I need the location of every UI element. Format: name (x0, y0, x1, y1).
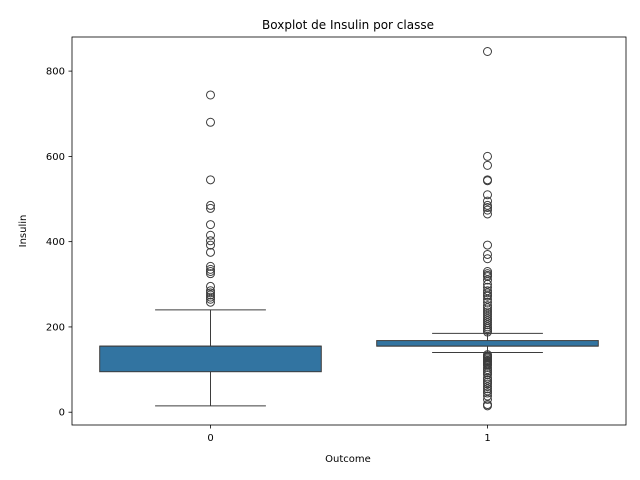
outlier-point (206, 240, 215, 250)
plot-frame (71, 36, 627, 426)
outlier-point (483, 203, 492, 213)
outlier-point (483, 46, 492, 56)
outlier-point (206, 292, 215, 302)
chart-title: Boxplot de Insulin por classe (262, 18, 434, 32)
outlier-point (206, 286, 215, 296)
outlier-point (483, 305, 492, 315)
y-tick-label: 800 (46, 67, 65, 78)
outlier-point (483, 275, 492, 285)
outlier-point (483, 288, 492, 298)
outlier-point (483, 176, 492, 186)
outlier-point (206, 230, 215, 240)
y-tick-label: 400 (46, 237, 65, 248)
outlier-point (483, 320, 492, 330)
outlier-point (483, 307, 492, 317)
x-tick-label: 0 (207, 433, 213, 444)
x-tick-label: 1 (484, 433, 490, 444)
outlier-point (206, 264, 215, 274)
outlier-point (206, 261, 215, 271)
outlier-point (483, 279, 492, 289)
outlier-point (483, 240, 492, 250)
outlier-point (483, 379, 492, 389)
plot-area: 0 200 400 600 800 0 1 (46, 46, 599, 444)
outlier-point (483, 311, 492, 321)
outlier-point (206, 175, 215, 185)
outlier-point (483, 249, 492, 259)
y-tick-label: 200 (46, 322, 65, 333)
outlier-point (483, 313, 492, 323)
outlier-point (206, 281, 215, 291)
outlier-point (483, 205, 492, 215)
outlier-point (483, 291, 492, 301)
outlier-point (483, 309, 492, 319)
outlier-point (206, 236, 215, 246)
outlier-point (483, 362, 492, 372)
outlier-point (483, 294, 492, 304)
outlier-point (206, 267, 215, 277)
outlier-point (483, 386, 492, 396)
outlier-point (483, 209, 492, 219)
y-tick-label: 600 (46, 152, 65, 163)
x-axis-title: Outcome (325, 454, 371, 465)
outlier-point (483, 254, 492, 264)
outlier-point (483, 394, 492, 404)
outlier-point (206, 117, 215, 127)
outlier-point (206, 269, 215, 279)
outlier-point (206, 294, 215, 304)
box-iqr (99, 345, 322, 373)
outlier-point (483, 327, 492, 337)
outlier-point (483, 196, 492, 206)
outlier-point (483, 267, 492, 277)
y-tick-label: 0 (59, 408, 65, 419)
outlier-point (483, 286, 492, 296)
outlier-point (483, 160, 492, 170)
outlier-point (483, 303, 492, 313)
outlier-point (483, 391, 492, 401)
outlier-point (483, 375, 492, 385)
outlier-point (483, 301, 492, 311)
outlier-point (206, 247, 215, 257)
outlier-point (483, 384, 492, 394)
outlier-point (483, 382, 492, 392)
outlier-point (206, 90, 215, 100)
outlier-point (483, 388, 492, 398)
outlier-point (483, 401, 492, 411)
outlier-point (206, 200, 215, 210)
outlier-point (206, 288, 215, 298)
outlier-point (483, 151, 492, 161)
outlier-point (206, 203, 215, 213)
y-axis-title: Insulin (18, 215, 29, 248)
outlier-point (483, 190, 492, 200)
outlier-point (206, 220, 215, 230)
outlier-point (206, 290, 215, 300)
outlier-point (483, 200, 492, 210)
outlier-point (483, 373, 492, 383)
box-iqr (376, 340, 599, 347)
outlier-point (206, 297, 215, 307)
